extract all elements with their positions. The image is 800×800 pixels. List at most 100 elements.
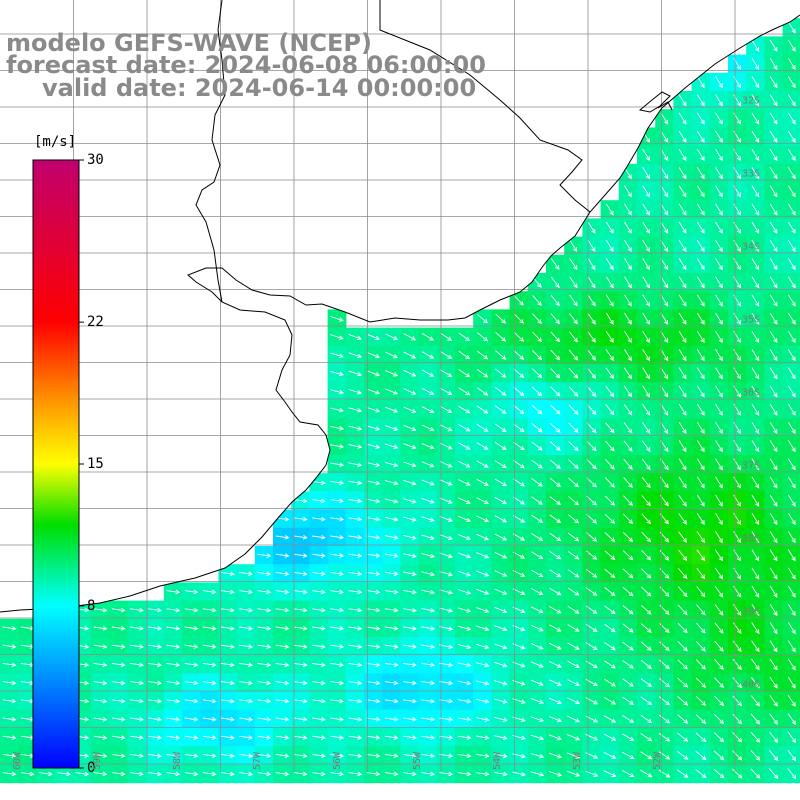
wind-arrow	[715, 440, 723, 453]
wind-arrow	[624, 239, 632, 252]
wind-arrow	[751, 57, 760, 70]
wind-arrow	[696, 367, 705, 380]
wind-arrow	[550, 386, 561, 397]
wind-arrow	[513, 441, 525, 451]
wind-arrow	[476, 552, 490, 559]
wind-arrow	[640, 604, 652, 615]
wind-arrow	[239, 753, 254, 759]
wind-arrow	[715, 258, 723, 271]
wind-arrow	[239, 717, 254, 722]
wind-arrow	[769, 676, 778, 689]
wind-arrow	[403, 388, 417, 395]
wind-arrow	[769, 276, 778, 289]
wind-arrow	[660, 167, 669, 180]
wind-arrow	[787, 76, 796, 89]
wind-arrow	[148, 644, 163, 649]
wind-arrow	[312, 626, 326, 631]
wind-arrow	[622, 733, 635, 741]
wind-arrow	[475, 625, 490, 632]
wind-arrow	[166, 680, 181, 686]
wind-arrow	[642, 203, 650, 216]
wind-arrow	[549, 422, 561, 433]
wind-arrow	[660, 258, 669, 271]
wind-arrow	[385, 388, 399, 395]
wind-arrow	[695, 732, 707, 743]
wind-arrow	[530, 697, 544, 704]
wind-arrow	[586, 404, 597, 416]
wind-arrow	[660, 349, 669, 362]
wind-arrow	[403, 662, 417, 668]
wind-arrow	[676, 769, 689, 778]
longitude-label: 52W	[652, 751, 663, 770]
wind-arrow	[642, 167, 650, 180]
wind-arrow	[130, 626, 144, 631]
wind-arrow	[439, 515, 453, 522]
latitude-label: 32S	[742, 95, 761, 107]
wind-arrow	[439, 479, 453, 486]
wind-arrow	[787, 713, 796, 726]
wind-arrow	[605, 385, 615, 398]
wind-arrow	[384, 626, 399, 631]
wind-arrow	[604, 587, 616, 597]
wind-arrow	[477, 313, 489, 324]
wind-arrow	[275, 680, 290, 686]
wind-arrow	[166, 753, 181, 759]
wind-arrow	[457, 589, 472, 595]
wind-arrow	[385, 425, 399, 431]
wind-arrow	[239, 662, 254, 668]
wind-arrow	[403, 735, 417, 740]
wind-arrow	[751, 385, 760, 398]
wind-arrow	[111, 626, 126, 631]
wind-arrow	[458, 405, 471, 414]
wind-arrow	[184, 753, 199, 759]
wind-arrow	[184, 607, 199, 613]
wind-arrow	[494, 533, 508, 541]
wind-arrow	[293, 553, 308, 558]
wind-arrow	[640, 696, 653, 706]
wind-arrow	[715, 221, 723, 234]
wind-arrow	[732, 658, 742, 671]
wind-arrow	[732, 713, 743, 725]
wind-arrow	[348, 771, 363, 777]
wind-arrow	[677, 714, 689, 724]
wind-arrow	[787, 421, 796, 434]
wind-arrow	[678, 367, 687, 380]
wind-arrow	[660, 385, 669, 398]
wind-arrow	[403, 479, 417, 486]
wind-arrow	[640, 714, 653, 724]
wind-arrow	[769, 76, 778, 89]
wind-arrow	[384, 644, 399, 649]
wind-arrow	[678, 148, 687, 161]
wind-arrow	[604, 605, 616, 615]
wind-arrow	[603, 770, 617, 777]
wind-arrow	[550, 258, 560, 270]
wind-arrow	[787, 294, 796, 307]
wind-arrow	[202, 753, 217, 759]
wind-arrow	[513, 350, 525, 360]
wind-arrow	[696, 312, 705, 325]
wind-arrow	[439, 735, 454, 740]
wind-arrow	[166, 662, 181, 668]
wind-arrow	[549, 642, 562, 650]
wind-arrow	[696, 294, 705, 307]
wind-arrow	[476, 368, 489, 378]
wind-arrow	[330, 753, 345, 759]
wind-arrow	[567, 660, 580, 668]
wind-arrow	[366, 516, 381, 522]
wind-arrow	[531, 551, 544, 559]
wind-arrow	[275, 698, 290, 704]
wind-arrow	[751, 476, 760, 489]
wind-arrow	[403, 406, 417, 413]
wind-arrow	[476, 588, 490, 595]
wind-arrow	[494, 551, 508, 559]
wind-arrow	[421, 333, 435, 341]
wind-arrow	[660, 185, 669, 198]
wind-arrow	[148, 680, 163, 686]
wind-arrow	[660, 112, 669, 125]
wind-arrow	[714, 549, 724, 562]
wind-arrow	[678, 130, 687, 143]
wind-arrow	[458, 350, 471, 360]
wind-arrow	[604, 477, 615, 488]
wind-arrow	[148, 771, 163, 777]
wind-arrow	[348, 352, 362, 359]
